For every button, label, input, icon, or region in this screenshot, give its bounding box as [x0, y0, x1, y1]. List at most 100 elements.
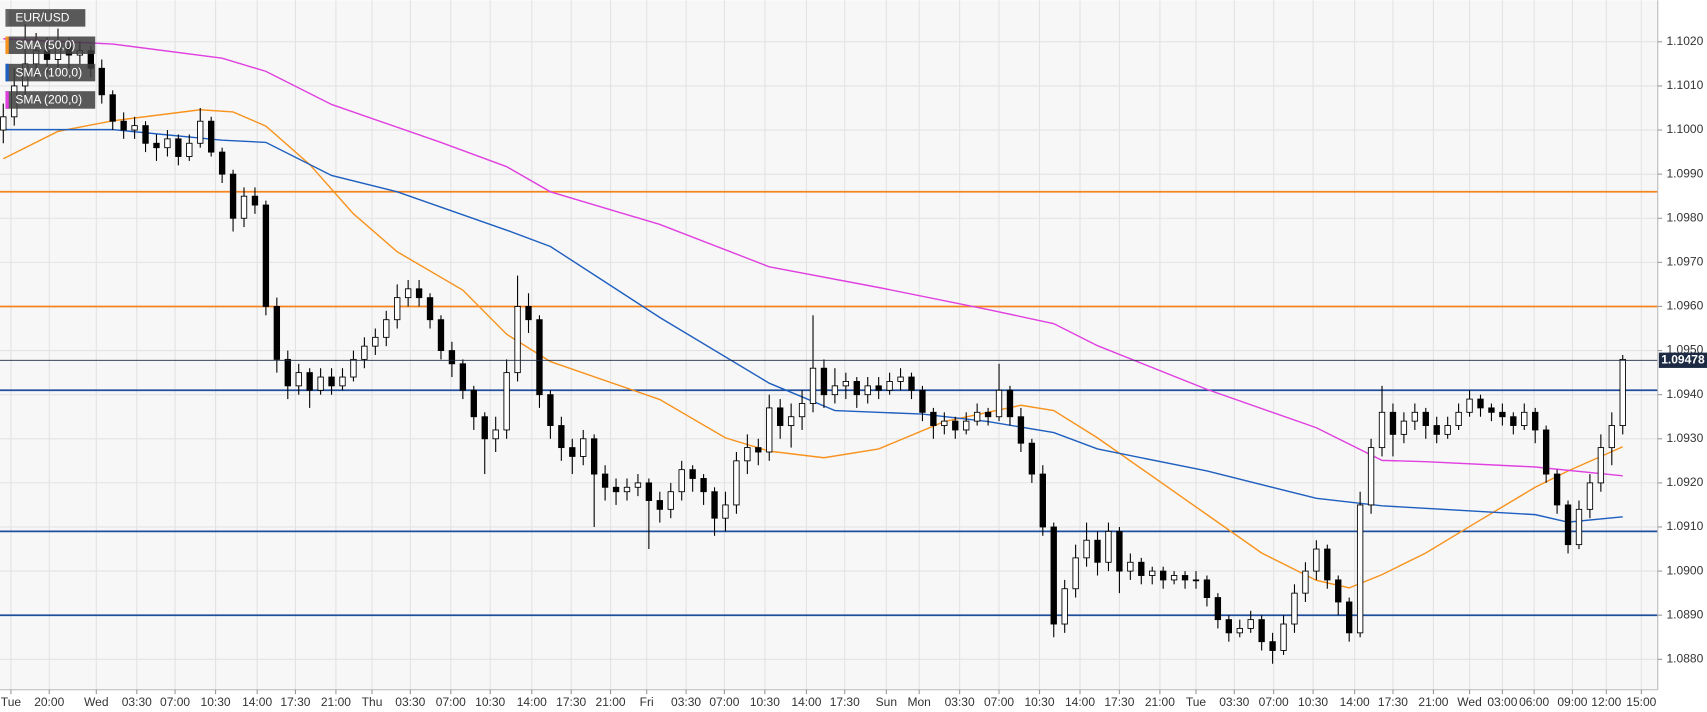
x-tick-label: Tue	[1, 695, 22, 709]
x-tick-label: 10:30	[201, 695, 231, 709]
x-tick-label: 07:00	[160, 695, 190, 709]
candle-body	[897, 376, 904, 382]
candle-body	[525, 306, 532, 321]
candle-body	[1225, 619, 1232, 634]
candle-body	[229, 173, 237, 219]
x-tick-label: 17:30	[1104, 695, 1134, 709]
candle-body	[208, 120, 215, 153]
x-tick-label: 17:30	[830, 695, 860, 709]
candle-body	[1488, 407, 1495, 413]
legend-swatch	[5, 36, 9, 54]
plot-area	[0, 0, 1658, 689]
legend-swatch	[5, 9, 9, 27]
candle-body	[590, 438, 598, 475]
candle-body	[1400, 420, 1408, 435]
candle-body	[273, 306, 281, 360]
candle-body	[470, 389, 477, 418]
x-tick-label: 03:30	[945, 695, 975, 709]
candle-body	[1269, 641, 1276, 651]
x-tick-label: 03:30	[122, 695, 152, 709]
candle-body	[1247, 619, 1254, 629]
candle-body	[350, 358, 357, 378]
candle-body	[1138, 561, 1145, 576]
legend: EUR/USD SMA (50,0) SMA (100,0) SMA (200,0)	[5, 9, 96, 109]
x-tick-label: 17:30	[280, 695, 310, 709]
candle-body	[1532, 411, 1539, 431]
legend-label: SMA (200,0)	[15, 93, 82, 107]
candle-body	[1433, 425, 1440, 435]
candle-body	[1619, 358, 1626, 426]
candle-body	[864, 385, 871, 396]
candle-body	[645, 482, 653, 501]
candle-body	[820, 367, 828, 396]
y-tick-label: 1.0990	[1667, 166, 1704, 180]
x-tick-label: Sun	[876, 695, 897, 709]
candle-body	[1072, 557, 1079, 590]
x-tick-label: 09:00	[1557, 695, 1587, 709]
candle-body	[197, 120, 204, 144]
candle-body	[853, 381, 860, 396]
candle-body	[1389, 411, 1397, 435]
candle-body	[1083, 539, 1090, 559]
y-tick-label: 1.0960	[1667, 299, 1704, 313]
x-tick-label: 21:00	[596, 695, 626, 709]
candle-body	[678, 469, 685, 493]
candle-body	[240, 195, 248, 219]
candle-body	[109, 94, 116, 122]
candle-body	[995, 389, 1003, 418]
candle-body	[766, 407, 773, 453]
x-tick-label: Thu	[362, 695, 383, 709]
candle-body	[1346, 601, 1353, 634]
candle-body	[842, 381, 850, 387]
candle-body	[503, 372, 510, 431]
candle-body	[1510, 416, 1517, 426]
candle-body	[1170, 575, 1178, 581]
candle-body	[1597, 447, 1605, 484]
candle-body	[875, 385, 882, 391]
candle-body	[984, 411, 992, 418]
candle-body	[700, 478, 707, 493]
candle-body	[1378, 411, 1386, 449]
x-tick-label: 10:30	[475, 695, 505, 709]
last-price-label: 1.09478	[1661, 352, 1705, 366]
x-tick-label: 14:00	[791, 695, 821, 709]
candle-body	[1094, 539, 1101, 563]
candle-body	[1356, 504, 1364, 634]
candle-body	[1466, 398, 1473, 413]
x-tick-label: 14:00	[242, 695, 272, 709]
candle-body	[1105, 530, 1112, 563]
candle-body	[777, 407, 784, 426]
x-tick-label: 03:30	[671, 695, 701, 709]
candle-body	[98, 67, 105, 96]
candle-body	[415, 288, 423, 299]
candle-body	[536, 319, 543, 396]
legend-swatch	[5, 91, 9, 109]
legend-box	[5, 9, 86, 27]
candle-body	[1521, 411, 1528, 426]
candle-body	[1608, 425, 1615, 449]
candle-body	[1028, 442, 1036, 475]
x-tick-label: 07:00	[436, 695, 466, 709]
candle-body	[437, 319, 445, 352]
candle-body	[1422, 411, 1429, 426]
candle-body	[667, 491, 674, 510]
candle-body	[426, 297, 434, 321]
candle-body	[1149, 570, 1156, 576]
candle-body	[481, 416, 488, 440]
x-tick-label: 21:00	[321, 695, 351, 709]
x-tick-label: 21:00	[1418, 695, 1448, 709]
candle-body	[1116, 530, 1123, 572]
candle-body	[634, 482, 642, 488]
candle-body	[547, 394, 554, 426]
candle-body	[120, 120, 127, 131]
candle-body	[459, 363, 467, 391]
candle-body	[1192, 579, 1200, 582]
candle-body	[711, 491, 718, 519]
candle-body	[1039, 473, 1046, 528]
legend-label: SMA (100,0)	[15, 65, 82, 79]
candle-body	[1280, 623, 1287, 651]
candle-body	[1444, 425, 1451, 435]
candle-body	[306, 372, 313, 391]
